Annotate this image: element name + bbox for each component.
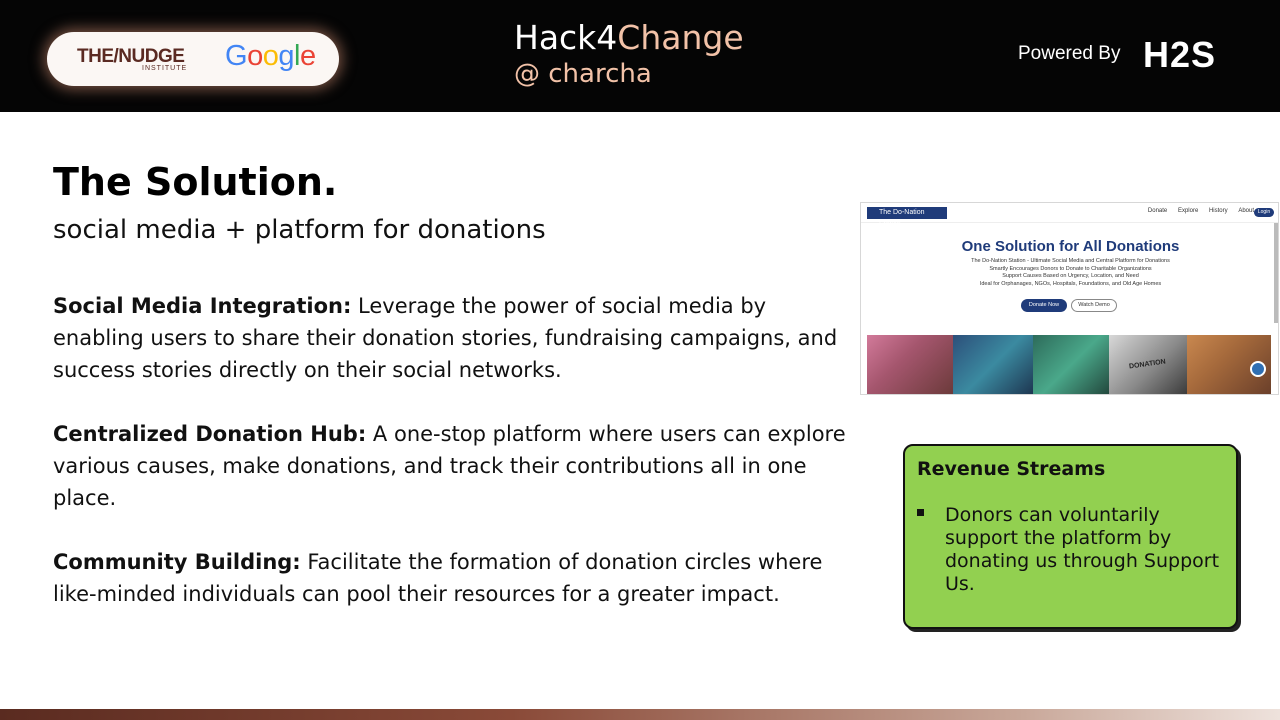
screenshot-nav-history: History [1208, 208, 1228, 214]
screenshot-nav-about: About [1238, 208, 1254, 214]
h2s-logo: H2S [1143, 34, 1217, 75]
screenshot-description: The Do-Nation Station - Ultimate Social … [971, 258, 1170, 287]
photo-3 [1033, 335, 1109, 394]
photo-4: DONATION [1109, 335, 1187, 394]
screenshot-nav-links: Donate Explore History About [1139, 208, 1254, 214]
partner-logos: THE/NUDGE INSTITUTE Google [47, 32, 339, 86]
bottom-gradient-bar [0, 709, 1280, 720]
screenshot-nav-donate: Donate [1147, 208, 1168, 214]
photo-2 [953, 335, 1033, 394]
screenshot-nav-explore: Explore [1177, 208, 1199, 214]
screenshot-scrollbar [1274, 223, 1278, 323]
screenshot-headline: One Solution for All Donations [961, 238, 1180, 255]
revenue-title: Revenue Streams [917, 458, 1106, 480]
screenshot-chat-icon [1250, 361, 1266, 377]
screenshot-navbar: The Do-Nation Station Donate Explore His… [861, 203, 1278, 228]
solution-points: Social Media Integration: Leverage the p… [53, 290, 863, 642]
slide-title: The Solution. [53, 160, 338, 204]
nudge-logo: THE/NUDGE [77, 46, 185, 67]
nudge-logo-sub: INSTITUTE [142, 65, 188, 72]
event-subtitle: @ charcha [514, 59, 652, 89]
screenshot-logo: The Do-Nation Station [867, 207, 947, 228]
point-social-media: Social Media Integration: Leverage the p… [53, 294, 838, 382]
slide-subtitle: social media + platform for donations [53, 215, 546, 245]
screenshot-login-button: Login [1254, 208, 1274, 217]
bullet-icon [917, 509, 924, 516]
google-logo: Google [225, 40, 316, 72]
website-screenshot: The Do-Nation Station Donate Explore His… [860, 202, 1279, 395]
top-banner: THE/NUDGE INSTITUTE Google Hack4Change @… [0, 0, 1280, 112]
event-logo: Hack4Change @ charcha [514, 18, 744, 90]
revenue-item: Donors can voluntarily support the platf… [945, 504, 1220, 595]
powered-by-label: Powered By [1018, 43, 1121, 64]
point-community: Community Building: Facilitate the forma… [53, 550, 823, 606]
screenshot-donate-now-button: Donate Now [1021, 299, 1067, 312]
revenue-streams-box: Revenue Streams Donors can voluntarily s… [903, 444, 1238, 629]
point-donation-hub: Centralized Donation Hub: A one-stop pla… [53, 422, 846, 510]
event-title: Hack4Change [514, 18, 744, 57]
screenshot-photo-strip: DONATION [867, 335, 1271, 394]
photo-1 [867, 335, 953, 394]
screenshot-watch-demo-button: Watch Demo [1071, 299, 1117, 312]
